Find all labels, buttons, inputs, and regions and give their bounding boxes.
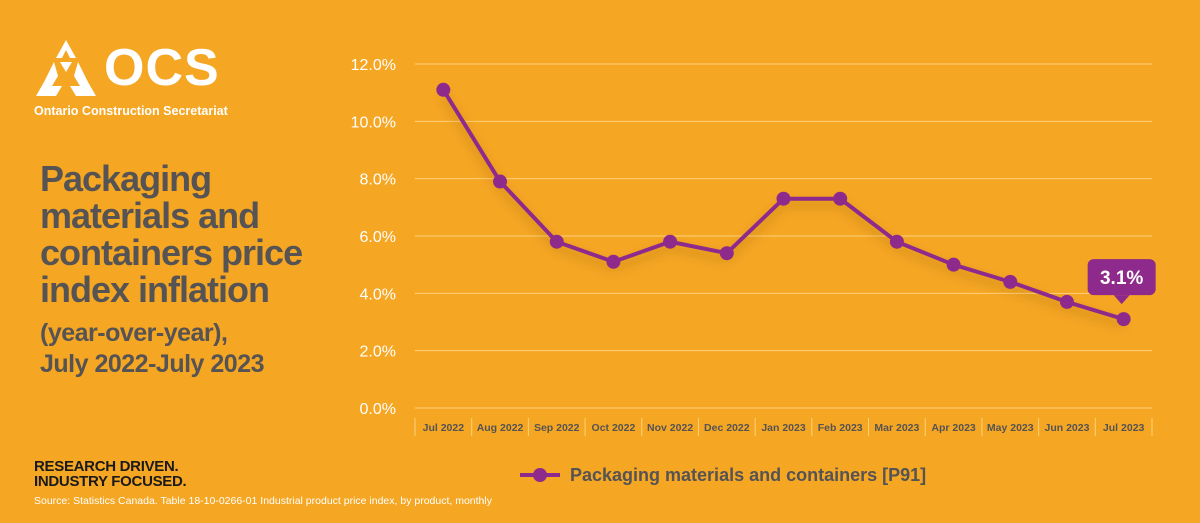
y-tick-label: 8.0% bbox=[360, 172, 396, 189]
ocs-tri-leaf-icon bbox=[36, 40, 96, 96]
y-tick-label: 6.0% bbox=[360, 229, 396, 246]
callout-label: 3.1% bbox=[1100, 268, 1143, 289]
source-note: Source: Statistics Canada. Table 18-10-0… bbox=[34, 495, 492, 507]
y-tick-label: 4.0% bbox=[360, 286, 396, 303]
data-point bbox=[663, 234, 678, 249]
title-block: Packaging materials and containers price… bbox=[40, 160, 340, 380]
legend-marker bbox=[520, 468, 560, 482]
y-tick-label: 10.0% bbox=[351, 114, 396, 131]
data-point bbox=[549, 234, 564, 249]
series-packaging bbox=[436, 82, 1131, 327]
ocs-logo: OCS Ontario Construction Secretariat bbox=[34, 36, 228, 118]
tagline: RESEARCH DRIVEN. INDUSTRY FOCUSED. bbox=[34, 458, 187, 490]
annotation: 3.1% bbox=[1087, 259, 1156, 305]
data-point bbox=[1116, 312, 1131, 327]
gridlines bbox=[414, 63, 1153, 436]
tagline-line-1: RESEARCH DRIVEN. bbox=[34, 458, 179, 475]
x-tick-label: Nov 2022 bbox=[647, 422, 693, 434]
x-tick-label: Mar 2023 bbox=[874, 422, 919, 434]
x-tick-label: Sep 2022 bbox=[534, 422, 580, 434]
y-tick-label: 2.0% bbox=[360, 344, 396, 361]
y-tick-label: 12.0% bbox=[351, 57, 396, 74]
x-tick-label: Aug 2022 bbox=[477, 422, 524, 434]
subtitle-line-1: (year-over-year), bbox=[40, 319, 228, 347]
legend: Packaging materials and containers [P91] bbox=[518, 463, 926, 487]
subtitle-line-2: July 2022-July 2023 bbox=[40, 350, 265, 378]
data-point bbox=[493, 174, 508, 189]
data-point bbox=[1003, 274, 1018, 289]
data-point bbox=[946, 257, 961, 272]
annotation-callout: 3.1% bbox=[1087, 259, 1156, 305]
x-tick-label: Jun 2023 bbox=[1044, 422, 1089, 434]
logo-subtitle: Ontario Construction Secretariat bbox=[34, 104, 228, 118]
x-tick-label: Jan 2023 bbox=[761, 422, 806, 434]
legend-label: Packaging materials and containers [P91] bbox=[570, 464, 927, 485]
x-tick-label: Oct 2022 bbox=[592, 422, 636, 434]
data-point bbox=[833, 191, 848, 206]
x-tick-label: Jul 2022 bbox=[423, 422, 465, 434]
x-tick-label: Apr 2023 bbox=[931, 422, 976, 434]
x-tick-label: Feb 2023 bbox=[818, 422, 863, 434]
logo-name: OCS bbox=[104, 39, 220, 97]
x-tick-label: May 2023 bbox=[987, 422, 1034, 434]
data-point bbox=[719, 246, 734, 261]
tagline-line-2: INDUSTRY FOCUSED. bbox=[34, 473, 187, 490]
data-point bbox=[776, 191, 791, 206]
callout-box bbox=[1087, 259, 1156, 296]
data-point bbox=[1059, 294, 1074, 309]
data-point bbox=[606, 254, 621, 269]
x-tick-label: Dec 2022 bbox=[704, 422, 750, 434]
y-tick-label: 0.0% bbox=[360, 401, 396, 418]
x-axis-ticks: Jul 2022 Aug 2022 Sep 2022 Oct 2022 Nov 2022… bbox=[423, 422, 1145, 434]
x-tick-label: Jul 2023 bbox=[1103, 422, 1145, 434]
callout-pointer bbox=[1113, 295, 1130, 305]
chart-title: Packaging materials and containers price… bbox=[40, 158, 303, 310]
chart-subtitle: (year-over-year), July 2022-July 2023 bbox=[40, 318, 340, 380]
y-axis-ticks: 0.0% 2.0% 4.0% 6.0% 8.0% 10.0% 12.0% bbox=[351, 57, 396, 418]
data-point bbox=[436, 82, 451, 97]
data-point bbox=[889, 234, 904, 249]
